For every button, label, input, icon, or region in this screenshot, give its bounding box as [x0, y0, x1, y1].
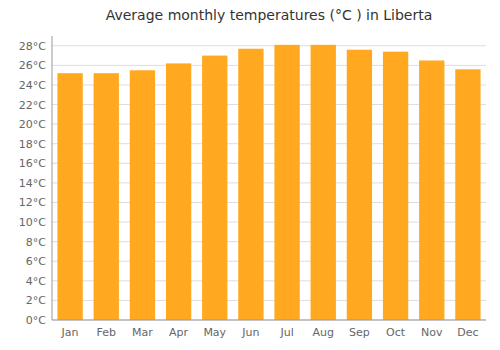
grid: [52, 46, 486, 320]
x-tick-label: Jun: [241, 326, 259, 339]
y-tick-label: 24°C: [19, 79, 46, 92]
x-tick-label: Feb: [97, 326, 116, 339]
x-tick-label: Nov: [421, 326, 443, 339]
bar: [130, 70, 155, 320]
bar: [419, 60, 444, 320]
x-tick-label: May: [203, 326, 226, 339]
y-tick-label: 12°C: [19, 196, 46, 209]
bar: [94, 73, 119, 320]
bar: [238, 49, 263, 320]
page: {"chart_data": {"type": "bar", "title": …: [0, 0, 500, 350]
y-tick-label: 28°C: [19, 40, 46, 53]
bar: [274, 45, 299, 320]
bar: [57, 73, 82, 320]
y-tick-label: 8°C: [26, 236, 46, 249]
y-tick-label: 26°C: [19, 59, 46, 72]
x-tick-label: Jan: [61, 326, 79, 339]
bar: [311, 45, 336, 320]
x-axis-line: [52, 320, 486, 321]
y-tick-label: 18°C: [19, 138, 46, 151]
x-tick-label: Apr: [169, 326, 189, 339]
y-tick-label: 10°C: [19, 216, 46, 229]
bar: [455, 69, 480, 320]
y-tick-label: 6°C: [26, 255, 46, 268]
title: Average monthly temperatures (°C ) in Li…: [106, 7, 433, 23]
x-tick-label: Jul: [279, 326, 293, 339]
grid-line: [52, 45, 486, 46]
chart: Average monthly temperatures (°C ) in Li…: [0, 0, 500, 350]
y-tick-label: 2°C: [26, 294, 46, 307]
grid-line: [52, 320, 486, 321]
bars: [57, 45, 480, 320]
y-tick-label: 0°C: [26, 314, 46, 327]
y-tick-label: 14°C: [19, 177, 46, 190]
y-tick-label: 16°C: [19, 157, 46, 170]
bar: [383, 52, 408, 320]
bar: [166, 63, 191, 320]
x-tick-label: Dec: [457, 326, 478, 339]
x-tick-label: Mar: [132, 326, 153, 339]
y-axis-line: [52, 36, 53, 320]
bar: [347, 50, 372, 320]
y-tick-label: 20°C: [19, 118, 46, 131]
x-tick-label: Sep: [349, 326, 370, 339]
y-tick-label: 4°C: [26, 275, 46, 288]
x-tick-label: Oct: [386, 326, 406, 339]
x-tick-label: Aug: [313, 326, 334, 339]
y-tick-label: 22°C: [19, 99, 46, 112]
bar: [202, 56, 227, 320]
